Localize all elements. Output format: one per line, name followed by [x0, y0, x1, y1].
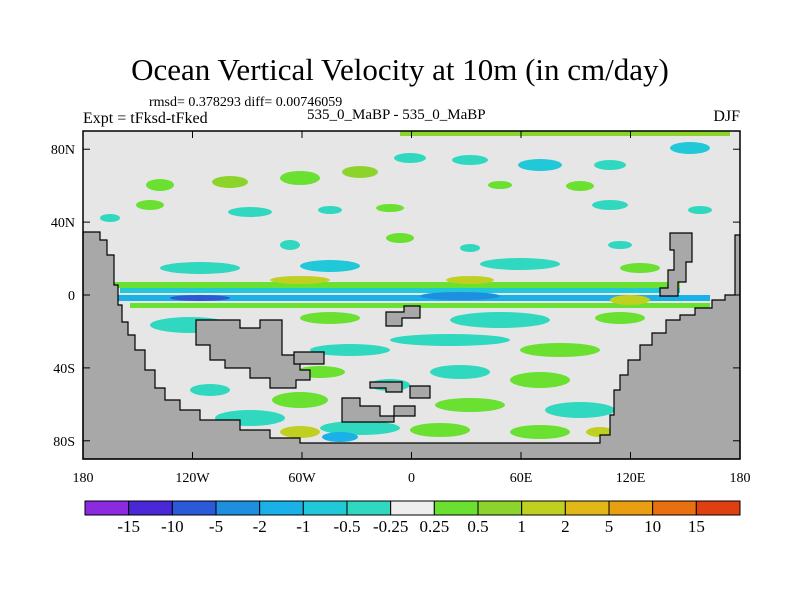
- colorbar-box: [128, 500, 173, 516]
- colorbar-label: -1: [296, 517, 310, 536]
- colorbar-box: [171, 500, 217, 516]
- x-axis: 180 120W 60W 0 60E 120E 180: [73, 131, 751, 486]
- colorbar-label: -10: [161, 517, 184, 536]
- colorbar-box: [433, 500, 479, 516]
- colorbar: -15 -10 -5 -2 -1 -0.5 -0.25 0.25 0.5 1 2 5 10 15: [84, 500, 741, 536]
- y-tick-label: 40N: [51, 216, 75, 231]
- y-tick-label: 0: [68, 289, 75, 304]
- colorbar-label: -2: [253, 517, 267, 536]
- x-tick-label: 120E: [616, 471, 646, 486]
- colorbar-box: [695, 500, 741, 516]
- y-tick-label: 40S: [53, 362, 75, 377]
- colorbar-label: -0.25: [373, 517, 408, 536]
- colorbar-box: [521, 500, 566, 516]
- colorbar-box: [477, 500, 523, 516]
- colorbar-box: [215, 500, 261, 516]
- colorbar-label: 1: [517, 517, 526, 536]
- colorbar-box: [346, 500, 392, 516]
- experiment-label: Expt = tFksd-tFked: [83, 110, 208, 127]
- y-axis: 80N 40N 0 40S 80S: [51, 143, 740, 450]
- season-label: DJF: [713, 108, 740, 125]
- y-tick-label: 80S: [53, 435, 75, 450]
- x-tick-label: 0: [408, 471, 415, 486]
- land-masks: [82, 231, 741, 460]
- colorbar-label: -0.5: [334, 517, 361, 536]
- colorbar-label: 0.5: [467, 517, 488, 536]
- x-tick-label: 60W: [288, 471, 316, 486]
- x-tick-label: 120W: [175, 471, 210, 486]
- y-tick-label: 80N: [51, 143, 75, 158]
- chart-title: Ocean Vertical Velocity at 10m (in cm/da…: [131, 52, 669, 87]
- colorbar-label: 0.25: [419, 517, 449, 536]
- colorbar-label: 15: [688, 517, 705, 536]
- colorbar-label: 2: [561, 517, 570, 536]
- rmsd-diff-label: rmsd= 0.378293 diff= 0.00746059: [149, 95, 343, 110]
- colorbar-box: [390, 500, 435, 516]
- x-tick-label: 180: [730, 471, 751, 486]
- colorbar-box: [302, 500, 348, 516]
- colorbar-box: [652, 500, 697, 516]
- x-tick-label: 60E: [510, 471, 533, 486]
- x-tick-label: 180: [73, 471, 94, 486]
- colorbar-box: [564, 500, 610, 516]
- colorbar-box: [608, 500, 654, 516]
- colorbar-label: -5: [209, 517, 223, 536]
- colorbar-label: -15: [117, 517, 140, 536]
- colorbar-box: [84, 500, 130, 516]
- colorbar-label: 5: [605, 517, 614, 536]
- colorbar-box: [259, 500, 304, 516]
- center-label: 535_0_MaBP - 535_0_MaBP: [307, 107, 486, 123]
- colorbar-label: 10: [644, 517, 661, 536]
